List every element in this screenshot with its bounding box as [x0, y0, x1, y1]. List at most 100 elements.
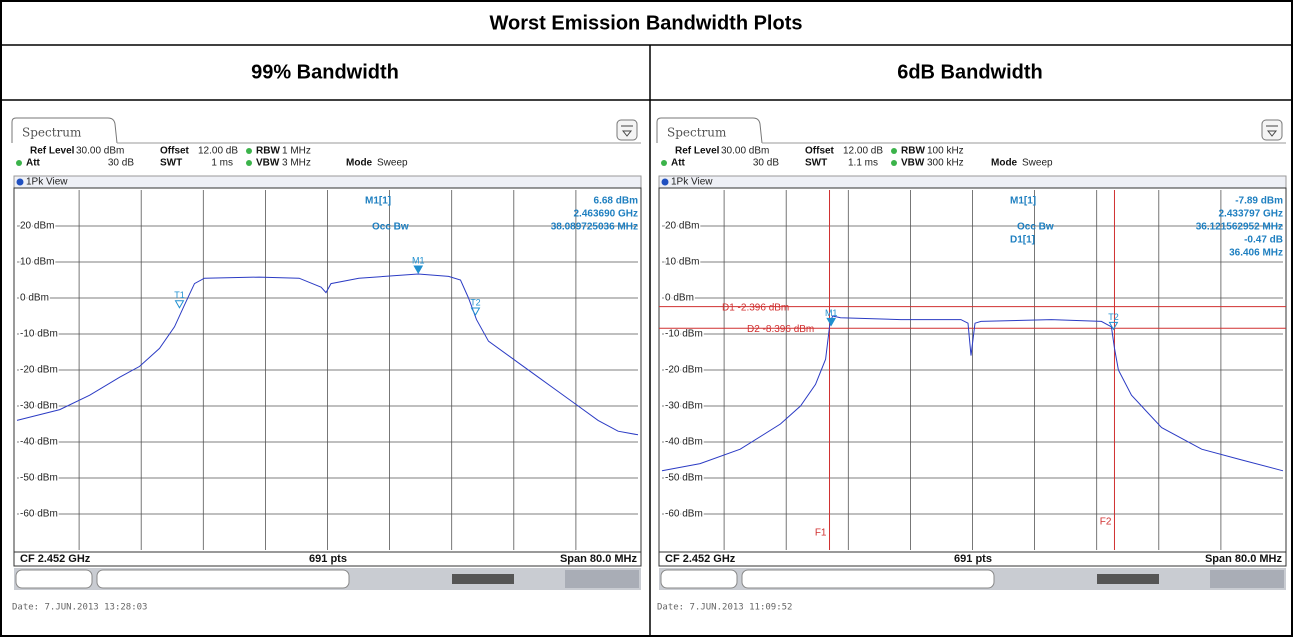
marker-label: M1: [412, 255, 425, 265]
filter-icon: [1261, 119, 1283, 141]
footer-bar: [13, 551, 642, 567]
y-tick-label: -10 dBm: [665, 329, 703, 340]
y-tick-label: -60 dBm: [20, 509, 58, 520]
trace: [16, 273, 639, 436]
status-dot: [661, 160, 667, 166]
status-progress: [452, 574, 514, 584]
setting-value: 100 kHz: [927, 146, 964, 157]
setting-label: Att: [671, 158, 686, 169]
setting-value: 1 MHz: [282, 146, 311, 157]
display-line-label: D1 -2.396 dBm: [722, 302, 789, 313]
setting-label: SWT: [805, 158, 827, 169]
marker: [413, 265, 424, 274]
y-tick-label: 10 dBm: [665, 257, 699, 268]
y-tick-label: 0 dBm: [20, 293, 49, 304]
y-tick-label: 0 dBm: [665, 293, 694, 304]
readout-value: 6.68 dBm: [594, 196, 639, 207]
footer-text: 691 pts: [954, 553, 992, 565]
view-label: 1Pk View: [671, 177, 713, 188]
display-line-label: D2 -8.396 dBm: [747, 324, 814, 335]
setting-label: Att: [26, 158, 41, 169]
view-label: 1Pk View: [26, 177, 68, 188]
y-tick-label: 20 dBm: [20, 221, 54, 232]
tab-label: Spectrum: [22, 126, 82, 140]
y-tick-label: -20 dBm: [665, 365, 703, 376]
frequency-line-label: F1: [815, 528, 827, 539]
spectrum-panel: 99% Bandwidth Spectrum Ref Level 30.00 dBm O…: [11, 61, 642, 613]
marker: [826, 317, 837, 327]
setting-value: 1.1 ms: [848, 158, 878, 169]
tab-label: Spectrum: [667, 126, 727, 140]
trace: [661, 315, 1284, 472]
setting-value: 12.00 dB: [198, 146, 238, 157]
status-field: [1210, 570, 1284, 588]
setting-value: 30 dB: [108, 158, 134, 169]
setting-value: 12.00 dB: [843, 146, 883, 157]
status-dot: [891, 160, 897, 166]
readout-value: 38.089725036 MHz: [551, 222, 638, 233]
setting-value: Sweep: [1022, 158, 1053, 169]
y-tick-label: -50 dBm: [665, 473, 703, 484]
readout-value: -7.89 dBm: [1235, 196, 1283, 207]
setting-label: Mode: [991, 158, 1018, 169]
marker-label: T2: [1108, 312, 1119, 322]
status-field: [660, 569, 738, 589]
status-dot: [246, 148, 252, 154]
readout-label: M1[1]: [1010, 196, 1036, 207]
status-dot: [246, 160, 252, 166]
setting-label: Ref Level: [30, 146, 75, 157]
column-heading: 99% Bandwidth: [251, 61, 399, 83]
setting-label: VBW: [256, 158, 280, 169]
setting-label: Mode: [346, 158, 373, 169]
date-stamp: Date: 7.JUN.2013 11:09:52: [657, 603, 792, 613]
footer-text: CF 2.452 GHz: [665, 553, 736, 565]
filter-icon-glyph: [1266, 125, 1278, 137]
y-tick-label: -30 dBm: [20, 401, 58, 412]
status-field: [96, 569, 350, 589]
setting-label: SWT: [160, 158, 182, 169]
status-field: [565, 570, 639, 588]
status-dot: [16, 160, 22, 166]
y-tick-label: -10 dBm: [20, 329, 58, 340]
footer-text: CF 2.452 GHz: [20, 553, 91, 565]
marker-label: M1: [825, 308, 838, 318]
y-tick-label: -40 dBm: [665, 437, 703, 448]
readout-label: D1[1]: [1010, 235, 1035, 246]
setting-value: 3 MHz: [282, 158, 311, 169]
setting-value: 30 dB: [753, 158, 779, 169]
readout-value: 2.433797 GHz: [1219, 209, 1284, 220]
footer-text: 691 pts: [309, 553, 347, 565]
setting-label: Ref Level: [675, 146, 720, 157]
date-stamp: Date: 7.JUN.2013 13:28:03: [12, 603, 147, 613]
y-tick-label: -30 dBm: [665, 401, 703, 412]
column-heading: 6dB Bandwidth: [897, 61, 1043, 83]
filter-icon: [616, 119, 638, 141]
readout-label: M1[1]: [365, 196, 391, 207]
tab: [11, 117, 118, 144]
status-field: [15, 569, 93, 589]
readout-label: Occ Bw: [372, 222, 409, 233]
y-tick-label: -20 dBm: [20, 365, 58, 376]
setting-label: VBW: [901, 158, 925, 169]
setting-value: 30.00 dBm: [76, 146, 124, 157]
marker: [1108, 321, 1119, 331]
setting-value: 300 kHz: [927, 158, 964, 169]
spectrum-panel: 6dB Bandwidth Spectrum Ref Level 30.00 dBm O…: [656, 61, 1287, 613]
marker: [470, 307, 481, 317]
footer-bar: [658, 551, 1287, 567]
setting-label: RBW: [901, 146, 925, 157]
setting-value: 1 ms: [211, 158, 233, 169]
marker: [174, 300, 185, 309]
setting-value: Sweep: [377, 158, 408, 169]
status-progress: [1097, 574, 1159, 584]
y-tick-label: -50 dBm: [20, 473, 58, 484]
view-dot: [16, 178, 24, 186]
setting-label: Offset: [805, 146, 835, 157]
readout-label: Occ Bw: [1017, 222, 1054, 233]
y-tick-label: -40 dBm: [20, 437, 58, 448]
view-bar: [658, 175, 1287, 189]
status-dot: [891, 148, 897, 154]
setting-value: 30.00 dBm: [721, 146, 769, 157]
